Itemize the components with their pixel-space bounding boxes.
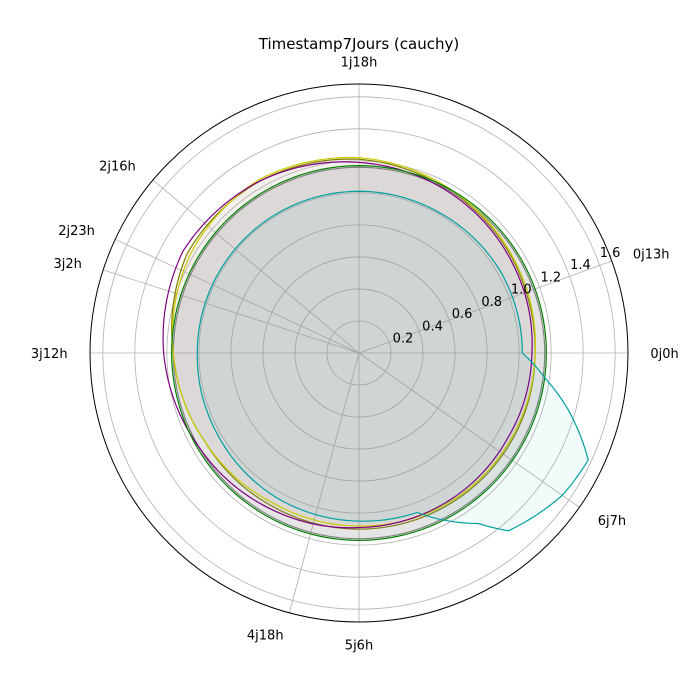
r-tick-label: 1.6	[600, 246, 621, 261]
theta-tick-label: 0j0h	[650, 347, 678, 362]
r-tick-label: 1.0	[511, 283, 532, 298]
r-tick-label: 1.4	[570, 258, 591, 273]
r-tick-label: 0.6	[452, 307, 473, 322]
angular-gridline	[152, 179, 360, 354]
theta-tick-label: 5j6h	[345, 638, 373, 653]
angular-gridline	[103, 269, 360, 354]
theta-tick-label: 6j7h	[598, 514, 626, 529]
series-line-5	[171, 165, 547, 541]
theta-tick-label: 3j12h	[31, 347, 68, 362]
angular-gridline	[288, 352, 360, 613]
series-layer	[162, 156, 589, 541]
r-tick-label: 1.2	[541, 270, 562, 285]
theta-tick-label: 0j13h	[633, 247, 670, 262]
angular-gridline	[358, 260, 612, 354]
theta-tick-label: 3j2h	[53, 257, 81, 272]
angular-gridline	[358, 352, 580, 508]
label-layer: 0.2 0.4 0.6 0.8 1.0 1.2 1.4 1.6 0j0h 0j13h 1j18h 2j…	[31, 56, 679, 654]
polar-grid	[90, 84, 628, 622]
chart-title: Timestamp7Jours (cauchy)	[258, 35, 459, 53]
series-line-4	[162, 161, 533, 529]
r-tick-label: 0.8	[481, 295, 502, 310]
series-line-6	[196, 190, 589, 532]
theta-tick-label: 2j23h	[58, 224, 95, 239]
polar-frame	[89, 83, 629, 623]
theta-tick-label: 1j18h	[341, 56, 378, 71]
r-tick-label: 0.2	[393, 332, 414, 347]
theta-tick-label: 2j16h	[99, 160, 136, 175]
r-tick-label: 0.4	[422, 319, 443, 334]
theta-tick-label: 4j18h	[247, 628, 284, 643]
angular-gridline	[115, 238, 360, 354]
